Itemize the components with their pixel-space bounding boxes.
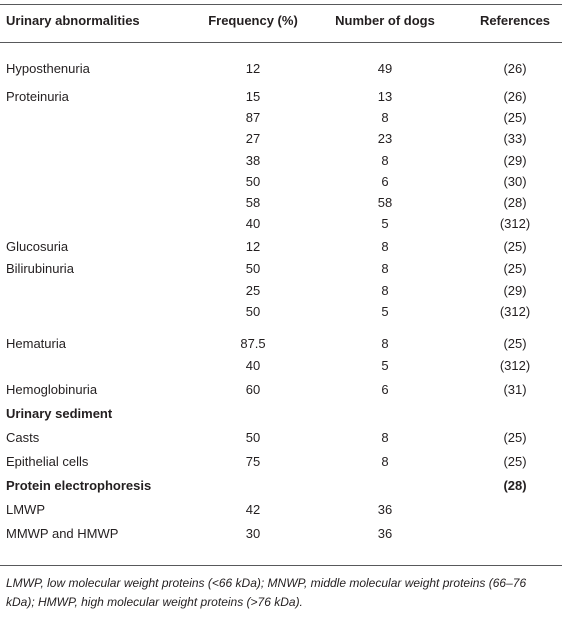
table-header: Urinary abnormalities Frequency (%) Numb… bbox=[0, 10, 562, 32]
number-of-dogs-cell: 8 bbox=[381, 430, 389, 445]
reference-cell: (312) bbox=[499, 304, 531, 319]
table-row: 25 8 (29) bbox=[0, 280, 562, 302]
number-of-dogs-cell: 58 bbox=[377, 195, 393, 210]
table-row: Hematuria 87.5 8 (25) bbox=[0, 333, 562, 355]
reference-cell: (25) bbox=[503, 110, 527, 125]
table-row: Proteinuria 15 13 (26) bbox=[0, 86, 562, 108]
table-row: Protein electrophoresis (28) bbox=[0, 475, 562, 497]
number-of-dogs-cell: 36 bbox=[377, 526, 393, 541]
frequency-cell: 15 bbox=[245, 89, 261, 104]
top-rule bbox=[0, 4, 562, 5]
table-row: 40 5 (312) bbox=[0, 355, 562, 377]
frequency-cell: 60 bbox=[245, 382, 261, 397]
frequency-cell: 50 bbox=[245, 261, 261, 276]
reference-cell: (26) bbox=[503, 61, 527, 76]
table-row: 40 5 (312) bbox=[0, 213, 562, 235]
frequency-cell: 25 bbox=[245, 283, 261, 298]
reference-cell: (312) bbox=[499, 216, 531, 231]
reference-cell: (26) bbox=[503, 89, 527, 104]
row-label: Bilirubinuria bbox=[6, 261, 74, 276]
number-of-dogs-cell: 8 bbox=[381, 239, 389, 254]
row-label: Epithelial cells bbox=[6, 454, 89, 469]
row-label: Urinary sediment bbox=[6, 406, 113, 421]
number-of-dogs-cell: 5 bbox=[381, 358, 389, 373]
reference-cell: (31) bbox=[503, 382, 527, 397]
reference-cell: (25) bbox=[503, 454, 527, 469]
frequency-cell: 50 bbox=[245, 174, 261, 189]
row-label: MMWP and HMWP bbox=[6, 526, 119, 541]
row-label: Glucosuria bbox=[6, 239, 69, 254]
reference-cell: (33) bbox=[503, 131, 527, 146]
number-of-dogs-cell: 8 bbox=[381, 283, 389, 298]
frequency-cell: 87 bbox=[245, 110, 261, 125]
table-row: 58 58 (28) bbox=[0, 192, 562, 214]
table-row: Hyposthenuria 12 49 (26) bbox=[0, 58, 562, 80]
row-label: Casts bbox=[6, 430, 40, 445]
number-of-dogs-cell: 5 bbox=[381, 304, 389, 319]
frequency-cell: 40 bbox=[245, 358, 261, 373]
table-row: MMWP and HMWP 30 36 bbox=[0, 523, 562, 545]
frequency-cell: 27 bbox=[245, 131, 261, 146]
number-of-dogs-cell: 36 bbox=[377, 502, 393, 517]
number-of-dogs-cell: 6 bbox=[381, 382, 389, 397]
frequency-cell: 75 bbox=[245, 454, 261, 469]
number-of-dogs-cell: 8 bbox=[381, 153, 389, 168]
reference-cell: (28) bbox=[503, 195, 527, 210]
reference-cell: (25) bbox=[503, 261, 527, 276]
row-label: Hemoglobinuria bbox=[6, 382, 98, 397]
reference-cell: (30) bbox=[503, 174, 527, 189]
reference-cell: (29) bbox=[503, 283, 527, 298]
row-label: Protein electrophoresis bbox=[6, 478, 152, 493]
number-of-dogs-cell: 49 bbox=[377, 61, 393, 76]
table-row: 27 23 (33) bbox=[0, 128, 562, 150]
row-label: Hematuria bbox=[6, 336, 66, 351]
number-of-dogs-cell: 6 bbox=[381, 174, 389, 189]
frequency-cell: 12 bbox=[245, 239, 261, 254]
number-of-dogs-cell: 13 bbox=[377, 89, 393, 104]
bottom-rule bbox=[0, 565, 562, 566]
header-number-of-dogs: Number of dogs bbox=[335, 13, 435, 28]
frequency-cell: 12 bbox=[245, 61, 261, 76]
table-row: Bilirubinuria 50 8 (25) bbox=[0, 258, 562, 280]
table-row: Casts 50 8 (25) bbox=[0, 427, 562, 449]
row-label: Hyposthenuria bbox=[6, 61, 90, 76]
table-row: LMWP 42 36 bbox=[0, 499, 562, 521]
table-row: 50 6 (30) bbox=[0, 171, 562, 193]
table-row: Urinary sediment bbox=[0, 403, 562, 425]
frequency-cell: 50 bbox=[245, 304, 261, 319]
number-of-dogs-cell: 5 bbox=[381, 216, 389, 231]
table-row: 87 8 (25) bbox=[0, 107, 562, 129]
reference-cell: (25) bbox=[503, 239, 527, 254]
frequency-cell: 87.5 bbox=[240, 336, 266, 351]
header-frequency: Frequency (%) bbox=[208, 13, 298, 28]
row-label: LMWP bbox=[6, 502, 45, 517]
reference-cell: (29) bbox=[503, 153, 527, 168]
reference-cell: (25) bbox=[503, 336, 527, 351]
number-of-dogs-cell: 8 bbox=[381, 110, 389, 125]
frequency-cell: 38 bbox=[245, 153, 261, 168]
frequency-cell: 30 bbox=[245, 526, 261, 541]
header-references: References bbox=[479, 13, 551, 28]
table-row: Epithelial cells 75 8 (25) bbox=[0, 451, 562, 473]
row-label: Proteinuria bbox=[6, 89, 69, 104]
frequency-cell: 58 bbox=[245, 195, 261, 210]
frequency-cell: 40 bbox=[245, 216, 261, 231]
frequency-cell: 42 bbox=[245, 502, 261, 517]
table-row: 38 8 (29) bbox=[0, 150, 562, 172]
table-row: Glucosuria 12 8 (25) bbox=[0, 236, 562, 258]
table-footnote: LMWP, low molecular weight proteins (<66… bbox=[6, 576, 527, 609]
table-row: Hemoglobinuria 60 6 (31) bbox=[0, 379, 562, 401]
reference-cell: (25) bbox=[503, 430, 527, 445]
reference-cell: (312) bbox=[499, 358, 531, 373]
number-of-dogs-cell: 8 bbox=[381, 261, 389, 276]
number-of-dogs-cell: 8 bbox=[381, 454, 389, 469]
number-of-dogs-cell: 8 bbox=[381, 336, 389, 351]
header-rule bbox=[0, 42, 562, 43]
number-of-dogs-cell: 23 bbox=[377, 131, 393, 146]
reference-cell: (28) bbox=[503, 478, 527, 493]
table-row: 50 5 (312) bbox=[0, 301, 562, 323]
header-urinary-abnormalities: Urinary abnormalities bbox=[6, 13, 140, 28]
frequency-cell: 50 bbox=[245, 430, 261, 445]
